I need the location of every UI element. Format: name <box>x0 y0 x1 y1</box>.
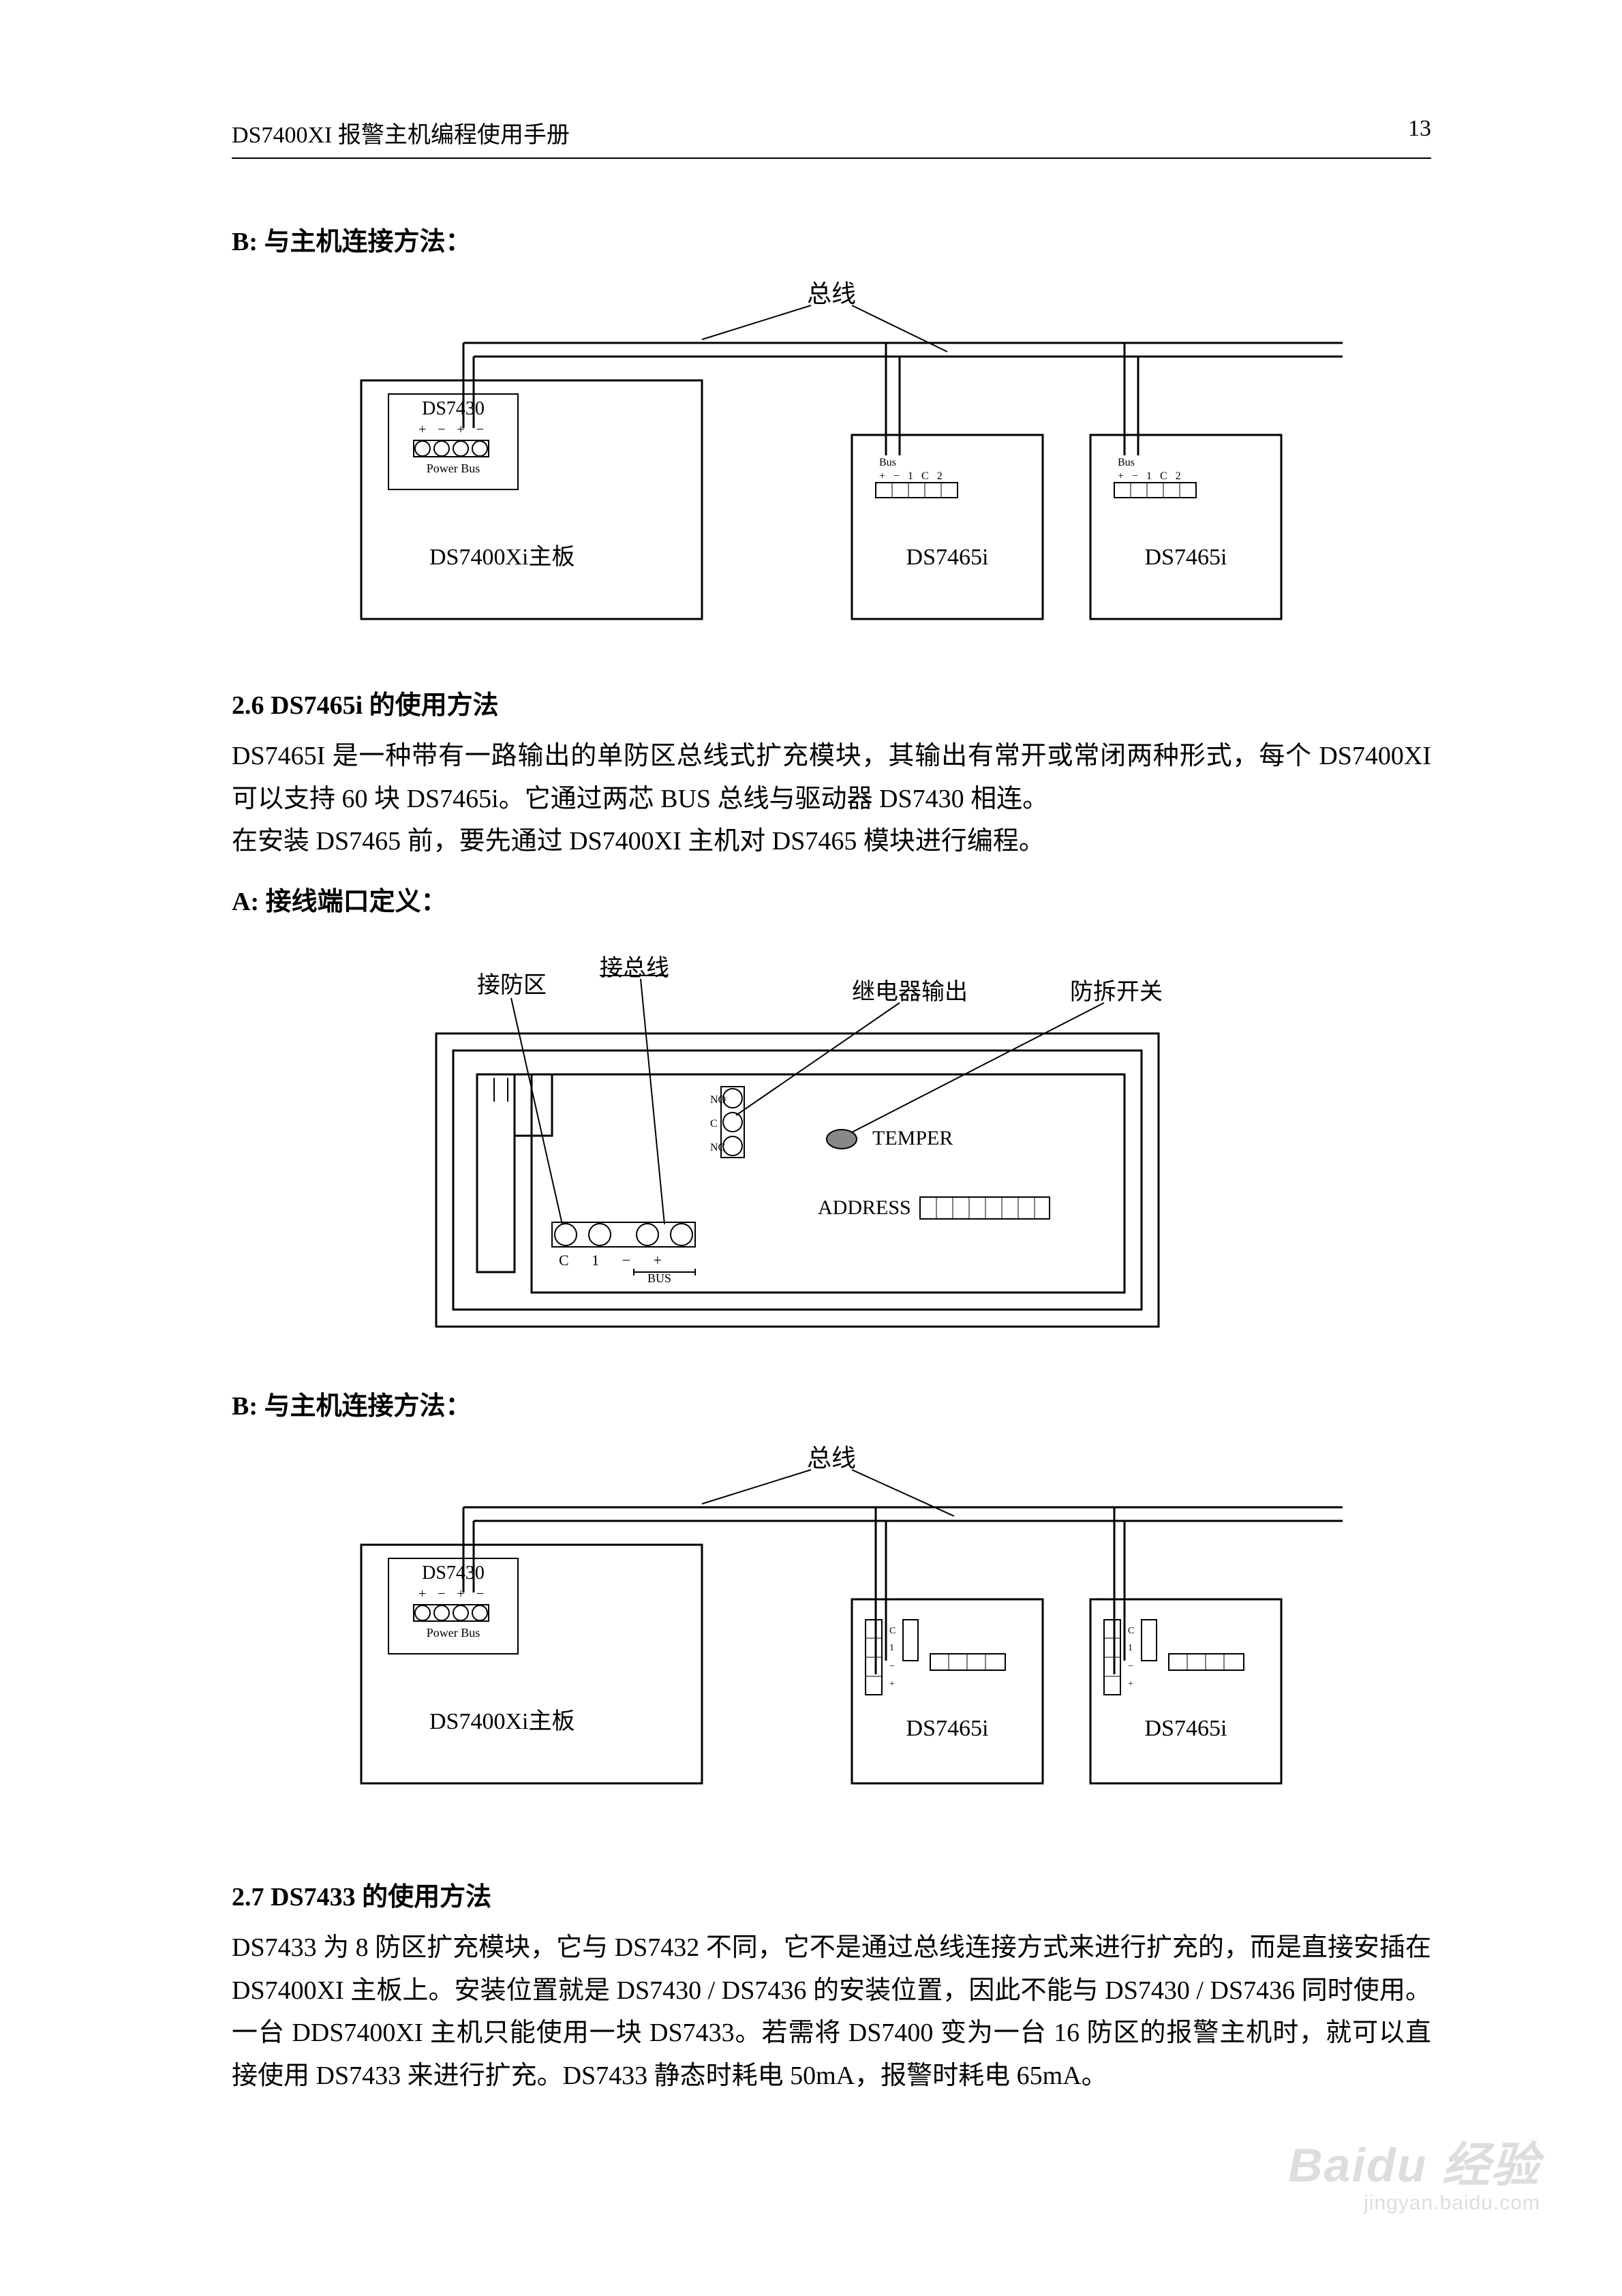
section-26-para1: DS7465I 是一种带有一路输出的单防区总线式扩充模块，其输出有常开或常闭两种… <box>232 735 1431 820</box>
module-label: DS7430 <box>422 398 485 419</box>
bus-label-b: 总线 <box>807 1445 856 1472</box>
svg-text:NO: NO <box>710 1094 726 1106</box>
svg-text:1: 1 <box>889 1643 894 1653</box>
watermark-main: Baidu 经验 <box>1288 2139 1540 2192</box>
terminal-signs-b: + − + − <box>418 1586 488 1601</box>
section-b1-heading: B: 与主机连接方法： <box>232 220 1431 258</box>
module-label-b: DS7430 <box>422 1562 485 1584</box>
section-26-para2: 在安装 DS7465 前，要先通过 DS7400XI 主机对 DS7465 模块… <box>232 820 1431 863</box>
node1-pins: + − 1 C 2 <box>879 470 945 482</box>
node2-label-b: DS7465i <box>1145 1716 1227 1741</box>
node1-bus: Bus <box>879 457 896 468</box>
node1-label-b: DS7465i <box>906 1716 989 1741</box>
svg-text:−: − <box>1128 1661 1133 1672</box>
address-label: ADDRESS <box>818 1196 911 1219</box>
svg-text:1: 1 <box>1128 1643 1133 1653</box>
temper-label: TEMPER <box>872 1127 953 1149</box>
page-header: DS7400XI 报警主机编程使用手册 13 <box>232 116 1431 159</box>
header-title: DS7400XI 报警主机编程使用手册 <box>232 116 570 149</box>
diagram-26a: 接防区 接总线 继电器输出 防拆开关 NO <box>232 938 1431 1350</box>
node1-label: DS7465i <box>906 545 989 570</box>
header-page-number: 13 <box>1408 116 1431 149</box>
svg-text:−: − <box>889 1661 895 1672</box>
diagram-26b: 总线 DS7430 + − + − Power Bus DS7400Xi主板 <box>232 1442 1431 1807</box>
diagram-b1: 总线 DS7430 + − + − <box>232 278 1431 643</box>
svg-text:C: C <box>710 1118 718 1130</box>
terminal-labels-b: Power Bus <box>427 1626 480 1640</box>
watermark-sub: jingyan.baidu.com <box>1288 2192 1540 2214</box>
terminal-signs: + − + − <box>418 422 488 437</box>
label-relay: 继电器输出 <box>852 979 968 1005</box>
node2-pins: + − 1 C 2 <box>1118 470 1184 482</box>
section-26-heading-a: A: 接线端口定义： <box>232 880 1431 918</box>
svg-text:C: C <box>889 1626 896 1636</box>
label-zone: 接防区 <box>477 973 547 998</box>
svg-text:+: + <box>889 1679 895 1689</box>
main-board-label-b: DS7400Xi主板 <box>429 1708 575 1734</box>
svg-text:NC: NC <box>710 1142 725 1153</box>
watermark: Baidu 经验 jingyan.baidu.com <box>1288 2139 1540 2214</box>
bottom-pins: C 1 − + <box>559 1252 671 1269</box>
section-27-para: DS7433 为 8 防区扩充模块，它与 DS7432 不同，它不是通过总线连接… <box>232 1927 1431 2098</box>
terminal-labels: Power Bus <box>427 462 480 475</box>
bus-text: BUS <box>647 1271 671 1285</box>
main-board-label: DS7400Xi主板 <box>429 544 575 570</box>
label-bus: 接总线 <box>600 955 669 981</box>
node2-bus: Bus <box>1118 457 1135 468</box>
section-26-heading-b: B: 与主机连接方法： <box>232 1385 1431 1422</box>
node2-label: DS7465i <box>1145 545 1227 570</box>
label-tamper: 防拆开关 <box>1070 979 1163 1005</box>
bus-label: 总线 <box>807 280 856 307</box>
svg-text:C: C <box>1128 1626 1134 1636</box>
svg-text:+: + <box>1128 1679 1133 1689</box>
section-26-title: 2.6 DS7465i 的使用方法 <box>232 684 1431 721</box>
section-27-title: 2.7 DS7433 的使用方法 <box>232 1875 1431 1913</box>
